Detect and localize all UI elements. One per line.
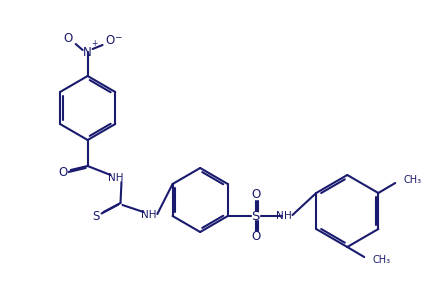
- Text: −: −: [114, 33, 121, 42]
- Text: O: O: [63, 33, 72, 45]
- Text: O: O: [251, 188, 260, 202]
- Text: NH: NH: [108, 173, 123, 183]
- Text: S: S: [92, 209, 99, 222]
- Text: O: O: [251, 231, 260, 243]
- Text: O: O: [105, 35, 114, 47]
- Text: N: N: [276, 211, 283, 221]
- Text: NH: NH: [141, 210, 156, 220]
- Text: N: N: [83, 45, 92, 59]
- Text: CH₃: CH₃: [372, 255, 390, 265]
- Text: CH₃: CH₃: [403, 175, 421, 185]
- Text: S: S: [251, 209, 260, 222]
- Text: O: O: [58, 166, 67, 178]
- Text: +: +: [92, 40, 98, 49]
- Text: H: H: [284, 211, 291, 221]
